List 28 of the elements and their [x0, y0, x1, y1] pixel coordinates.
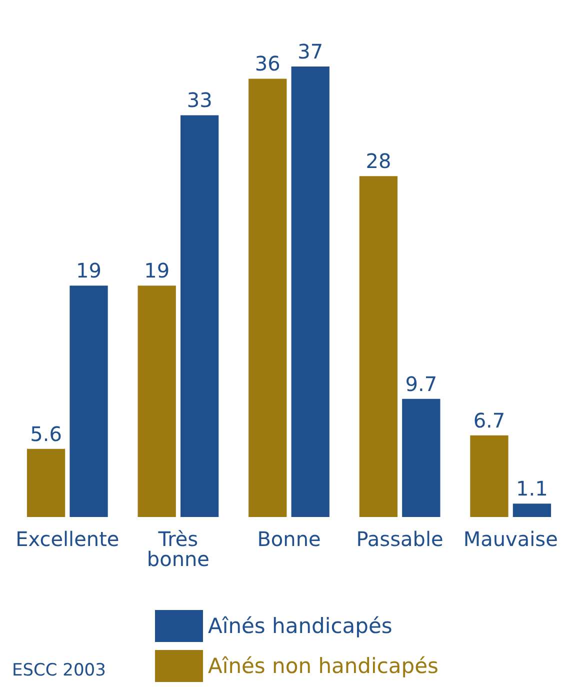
bar	[180, 115, 219, 517]
bar	[359, 176, 398, 517]
legend-label: Aînés non handicapés	[208, 654, 438, 678]
bar	[512, 504, 552, 517]
data-label: 1.1	[516, 476, 548, 501]
data-label: 19	[144, 258, 170, 283]
legend-label: Aînés handicapés	[208, 614, 392, 638]
data-label: 36	[254, 52, 280, 76]
bar	[248, 78, 287, 517]
x-tick-label: Passable	[356, 527, 444, 551]
bar	[70, 286, 108, 517]
data-label: 19	[76, 258, 102, 283]
bar	[26, 448, 66, 517]
x-tick-label: Très bonne	[146, 527, 210, 571]
text: ESCC 2003	[12, 660, 106, 680]
x-tick-label: Bonne	[257, 527, 321, 551]
x-tick-label: Mauvaise	[463, 527, 558, 551]
bar	[402, 398, 440, 517]
data-label: 6.7	[473, 408, 506, 432]
data-label: 5.6	[30, 422, 62, 446]
data-label: 37	[298, 40, 324, 64]
bar	[291, 66, 330, 517]
x-tick-label: Excellente	[16, 527, 120, 551]
data-label: 33	[186, 88, 212, 112]
bar	[138, 286, 176, 517]
data-label: 9.7	[405, 372, 438, 396]
data-label: 28	[366, 149, 392, 174]
bar	[470, 435, 508, 517]
